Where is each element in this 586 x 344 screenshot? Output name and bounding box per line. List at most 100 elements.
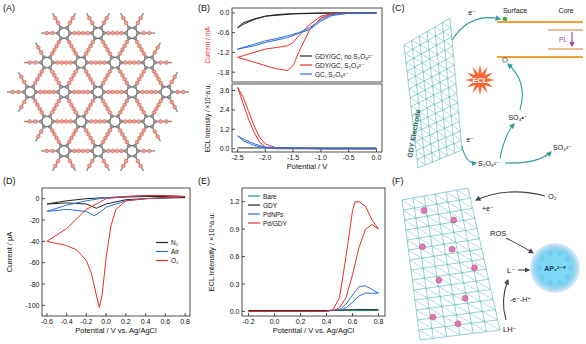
sp2-carbon xyxy=(56,31,59,34)
sp-carbon xyxy=(106,73,110,77)
mesh-diagonal xyxy=(404,45,455,75)
legend-label: Air xyxy=(171,248,180,255)
bond xyxy=(152,43,161,58)
mesh-diagonal xyxy=(412,41,454,65)
bond xyxy=(67,127,78,146)
sp2-carbon xyxy=(124,31,127,34)
bond xyxy=(118,97,129,116)
bond xyxy=(87,13,96,28)
sp2-carbon xyxy=(167,95,170,98)
sp2-carbon xyxy=(110,115,113,118)
sp2-carbon xyxy=(56,149,59,152)
mesh-diagonal xyxy=(408,80,459,112)
sp2-carbon xyxy=(116,125,119,128)
sp2-carbon xyxy=(119,120,122,123)
y-tick xyxy=(242,256,245,257)
sp-carbon xyxy=(138,44,142,48)
sp2-carbon xyxy=(102,90,105,93)
ros-label: ROS xyxy=(490,229,506,238)
x-tick xyxy=(66,313,67,316)
sp2-carbon xyxy=(141,120,144,123)
sp-carbon xyxy=(53,132,57,136)
sp2-carbon xyxy=(110,125,113,128)
arrow xyxy=(571,32,572,46)
sp-carbon xyxy=(140,107,144,111)
sp-carbon xyxy=(50,111,54,115)
sp-carbon xyxy=(104,103,108,107)
plot-frame xyxy=(242,188,385,316)
x-tick xyxy=(106,313,107,316)
chart: -0.6-0.4-0.20.00.20.40.60.80-20-40-60-80… xyxy=(5,188,190,335)
series-group xyxy=(249,202,379,312)
surface-label: Surface xyxy=(503,7,527,14)
y-tick-label: -0.6 xyxy=(217,29,229,36)
sp-carbon xyxy=(157,77,161,81)
mesh-diagonal xyxy=(408,250,493,300)
sp-carbon xyxy=(107,149,111,153)
sp-carbon xyxy=(69,120,73,124)
bond xyxy=(67,38,78,57)
sp-carbon xyxy=(120,31,124,35)
sp-carbon xyxy=(159,61,163,65)
sp-carbon xyxy=(102,159,106,163)
mesh-diagonal xyxy=(414,198,480,238)
sp-carbon xyxy=(94,61,98,65)
bond xyxy=(67,97,78,116)
diagram-f: AP₂²⁻*O₂+e⁻ROSL⁻-e⁻-H⁺LH⁻ xyxy=(402,188,580,340)
sp-carbon xyxy=(81,90,85,94)
sp-carbon xyxy=(55,136,59,140)
series-line xyxy=(238,13,377,28)
ecl-label: ECL xyxy=(473,76,488,85)
x-tick xyxy=(300,313,301,316)
x-tick xyxy=(320,149,321,152)
x-tick xyxy=(165,313,166,316)
sp-carbon xyxy=(135,99,139,103)
sp-carbon xyxy=(108,129,112,133)
sp2-carbon xyxy=(161,85,164,88)
sp-carbon xyxy=(106,107,110,111)
sp-carbon xyxy=(107,31,111,35)
sp-carbon xyxy=(105,164,109,168)
sp-carbon xyxy=(101,40,105,44)
electron xyxy=(503,17,508,22)
x-tick xyxy=(145,313,146,316)
sp2-carbon xyxy=(133,85,136,88)
mesh-diagonal xyxy=(435,194,475,218)
sp-carbon xyxy=(121,107,125,111)
sp-carbon xyxy=(115,31,119,35)
arrow xyxy=(503,280,508,320)
sp2-carbon xyxy=(93,85,96,88)
sp-carbon xyxy=(36,135,40,139)
x-axis-label: Potential / V vs. Ag/AgCl xyxy=(75,326,157,335)
bond xyxy=(169,72,178,87)
reduction-label: +e⁻ xyxy=(482,205,494,212)
mesh-diagonal xyxy=(402,200,482,249)
sp-carbon xyxy=(45,31,49,35)
bond xyxy=(53,156,62,171)
sp2-carbon xyxy=(48,115,51,118)
sp2-carbon xyxy=(31,95,34,98)
mesh-diagonal xyxy=(411,270,498,320)
y-tick xyxy=(232,129,235,130)
sp2-carbon xyxy=(90,31,93,34)
sp-carbon xyxy=(139,16,143,20)
panel-label: (D) xyxy=(3,176,16,186)
sp2-carbon xyxy=(76,56,79,59)
figure: (A)(B)(C)(D)(E)(F)0.0-0.6-1.2-1.8Current… xyxy=(0,0,586,344)
sp-carbon xyxy=(53,16,57,20)
sp2-carbon xyxy=(161,95,164,98)
sp-carbon xyxy=(125,140,129,144)
sp-carbon xyxy=(39,130,43,134)
y-tick-label: 1.2 xyxy=(220,126,230,133)
panel-label: (B) xyxy=(198,3,210,13)
y-tick xyxy=(232,72,235,73)
sp-carbon xyxy=(74,129,78,133)
y-tick-label: 1.2 xyxy=(230,198,240,205)
bond xyxy=(135,156,144,171)
panel-label: (A) xyxy=(3,3,15,13)
y-tick-label: -60 xyxy=(29,259,39,266)
mesh-diagonal xyxy=(417,320,445,336)
sp-carbon xyxy=(91,140,95,144)
x-tick-label: 0.2 xyxy=(296,318,306,325)
x-tick xyxy=(348,149,349,152)
